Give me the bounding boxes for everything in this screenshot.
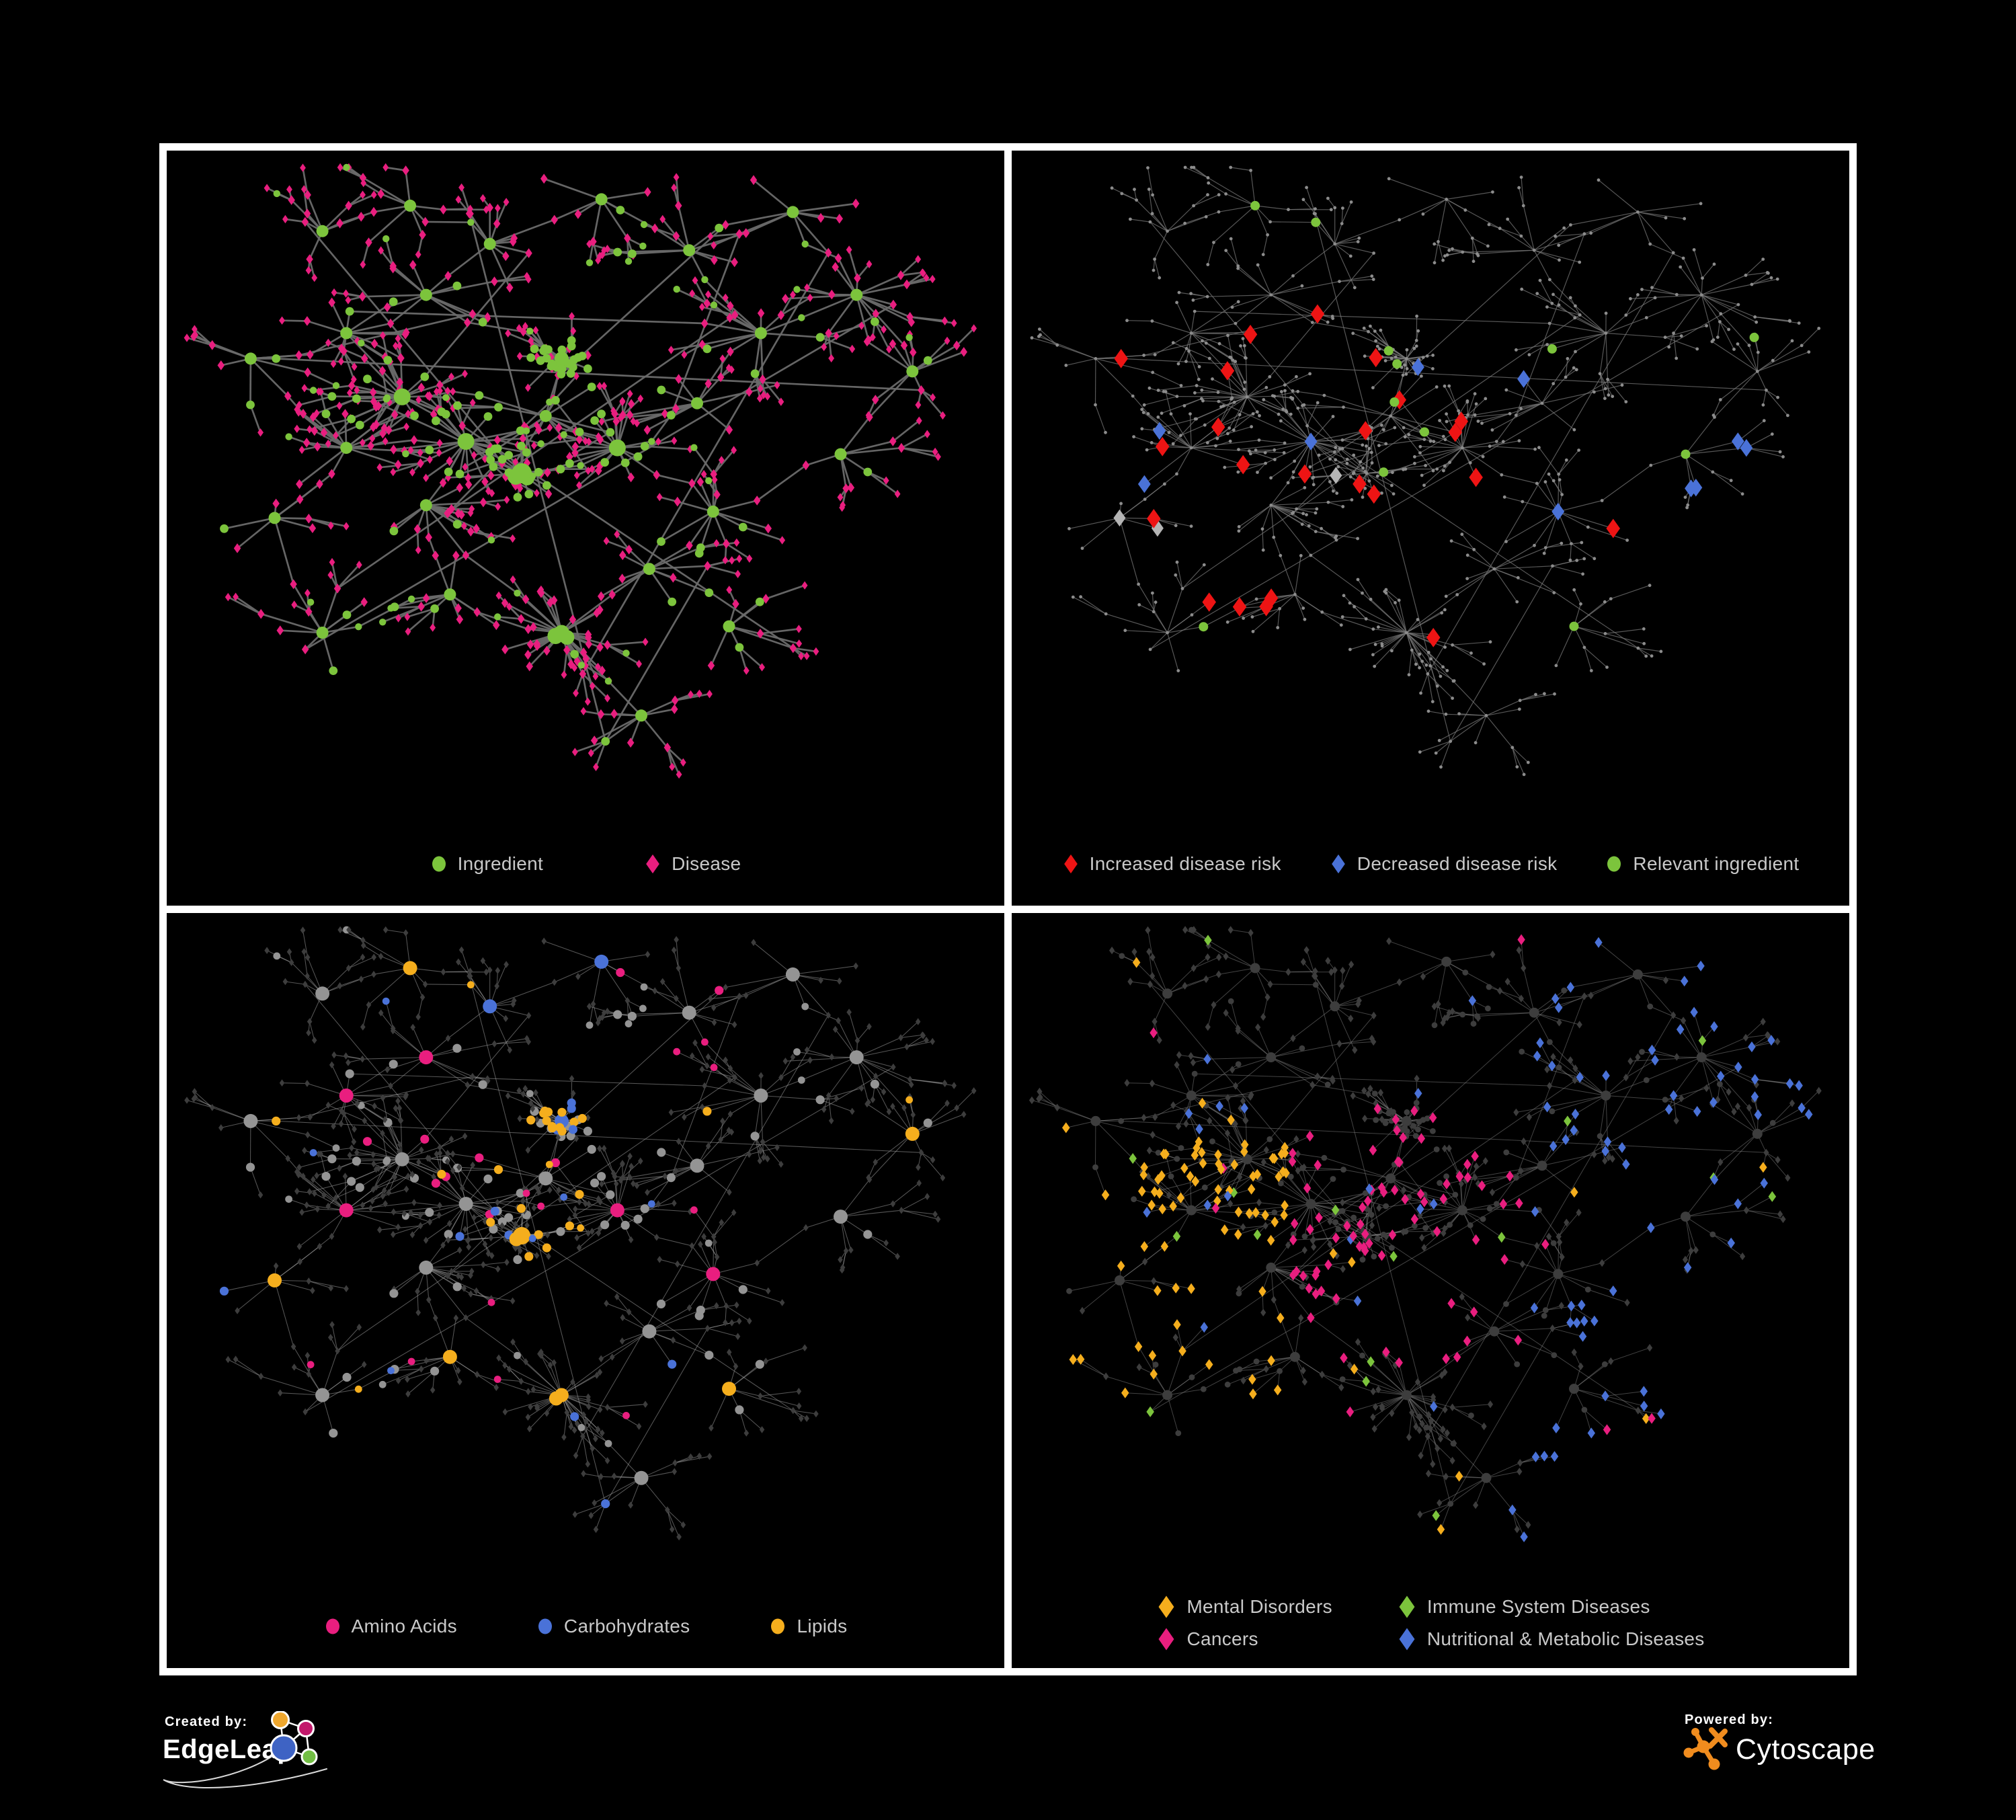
legend-label: Disease bbox=[672, 853, 741, 874]
panel-disease-class: Mental Disorders Immune System Diseases Ca… bbox=[1012, 913, 1849, 1668]
created-by-block: Created by: EdgeLeap bbox=[163, 1711, 327, 1788]
legend-diamond-icon bbox=[1063, 854, 1078, 874]
legend-label: Ingredient bbox=[457, 853, 544, 874]
chemical-class-legend: Amino Acids Carbohydrates Lipids bbox=[167, 1616, 1004, 1637]
legend-diamond-icon bbox=[1399, 1595, 1415, 1618]
disease-class-legend: Mental Disorders Immune System Diseases Ca… bbox=[1012, 1595, 1849, 1651]
legend-diamond-icon bbox=[1158, 1595, 1174, 1618]
legend-circle-icon bbox=[1607, 856, 1621, 872]
legend-item-disease: Disease bbox=[644, 853, 741, 875]
legend-circle-icon bbox=[432, 856, 446, 872]
legend-item-immune-system-diseases: Immune System Diseases bbox=[1397, 1595, 1650, 1618]
ingredient-disease-legend: Ingredient Disease bbox=[167, 853, 1004, 875]
legend-item-mental-disorders: Mental Disorders bbox=[1156, 1595, 1332, 1618]
powered-by-label: Powered by: bbox=[1685, 1712, 1773, 1727]
disease-class-network-graph bbox=[1029, 926, 1822, 1542]
legend-label: Relevant ingredient bbox=[1633, 853, 1800, 874]
legend-circle-icon bbox=[538, 1618, 552, 1634]
legend-item-decreased-disease-risk: Decreased disease risk bbox=[1330, 853, 1558, 875]
panel-chemical-class: Amino Acids Carbohydrates Lipids bbox=[167, 913, 1004, 1668]
legend-item-cancers: Cancers bbox=[1156, 1628, 1258, 1651]
legend-diamond-icon bbox=[1331, 854, 1345, 874]
disease-risk-network-graph bbox=[1030, 165, 1821, 777]
legend-item-lipids: Lipids bbox=[769, 1616, 847, 1637]
legend-label: Carbohydrates bbox=[563, 1616, 690, 1636]
powered-by-block: Powered by: Cytoscape bbox=[1683, 1712, 1876, 1770]
legend-item-relevant-ingredient: Relevant ingredient bbox=[1605, 853, 1799, 875]
ingredient-disease-network-graph bbox=[184, 163, 977, 779]
legend-item-nutritional-metabolic-diseases: Nutritional & Metabolic Diseases bbox=[1397, 1628, 1705, 1651]
edgeleap-logo-icon bbox=[163, 1711, 327, 1788]
legend-label: Amino Acids bbox=[351, 1616, 457, 1636]
edgeleap-node-yellow bbox=[271, 1711, 290, 1729]
legend-diamond-icon bbox=[1158, 1628, 1174, 1651]
cytoscape-logo-icon bbox=[1683, 1727, 1728, 1770]
created-by-label: Created by: bbox=[165, 1714, 247, 1729]
legend-label: Immune System Diseases bbox=[1426, 1596, 1650, 1617]
legend-item-carbohydrates: Carbohydrates bbox=[536, 1616, 690, 1637]
legend-label: Mental Disorders bbox=[1186, 1596, 1332, 1617]
chemical-class-network-graph bbox=[184, 926, 977, 1541]
legend-label: Increased disease risk bbox=[1089, 853, 1281, 874]
legend-circle-icon bbox=[325, 1618, 339, 1634]
panel-ingredient-disease: Ingredient Disease bbox=[167, 151, 1004, 906]
legend-label: Lipids bbox=[797, 1616, 848, 1636]
panel-disease-risk: Increased disease risk Decreased disease … bbox=[1012, 151, 1849, 906]
legend-circle-icon bbox=[771, 1618, 785, 1634]
panel-grid: Ingredient Disease Increased disease risk… bbox=[159, 143, 1857, 1675]
legend-item-increased-disease-risk: Increased disease risk bbox=[1062, 853, 1281, 875]
edgeleap-node-green bbox=[300, 1748, 318, 1766]
edgeleap-node-magenta bbox=[297, 1720, 315, 1737]
cytoscape-brand: Cytoscape bbox=[1736, 1733, 1876, 1766]
legend-label: Decreased disease risk bbox=[1357, 853, 1558, 874]
disease-risk-legend: Increased disease risk Decreased disease … bbox=[1012, 853, 1849, 875]
legend-item-ingredient: Ingredient bbox=[430, 853, 544, 875]
edgeleap-node-blue bbox=[270, 1734, 298, 1762]
legend-diamond-icon bbox=[646, 854, 659, 874]
legend-label: Cancers bbox=[1186, 1628, 1258, 1649]
legend-label: Nutritional & Metabolic Diseases bbox=[1426, 1628, 1705, 1649]
legend-diamond-icon bbox=[1399, 1628, 1415, 1651]
legend-item-amino-acids: Amino Acids bbox=[324, 1616, 457, 1637]
